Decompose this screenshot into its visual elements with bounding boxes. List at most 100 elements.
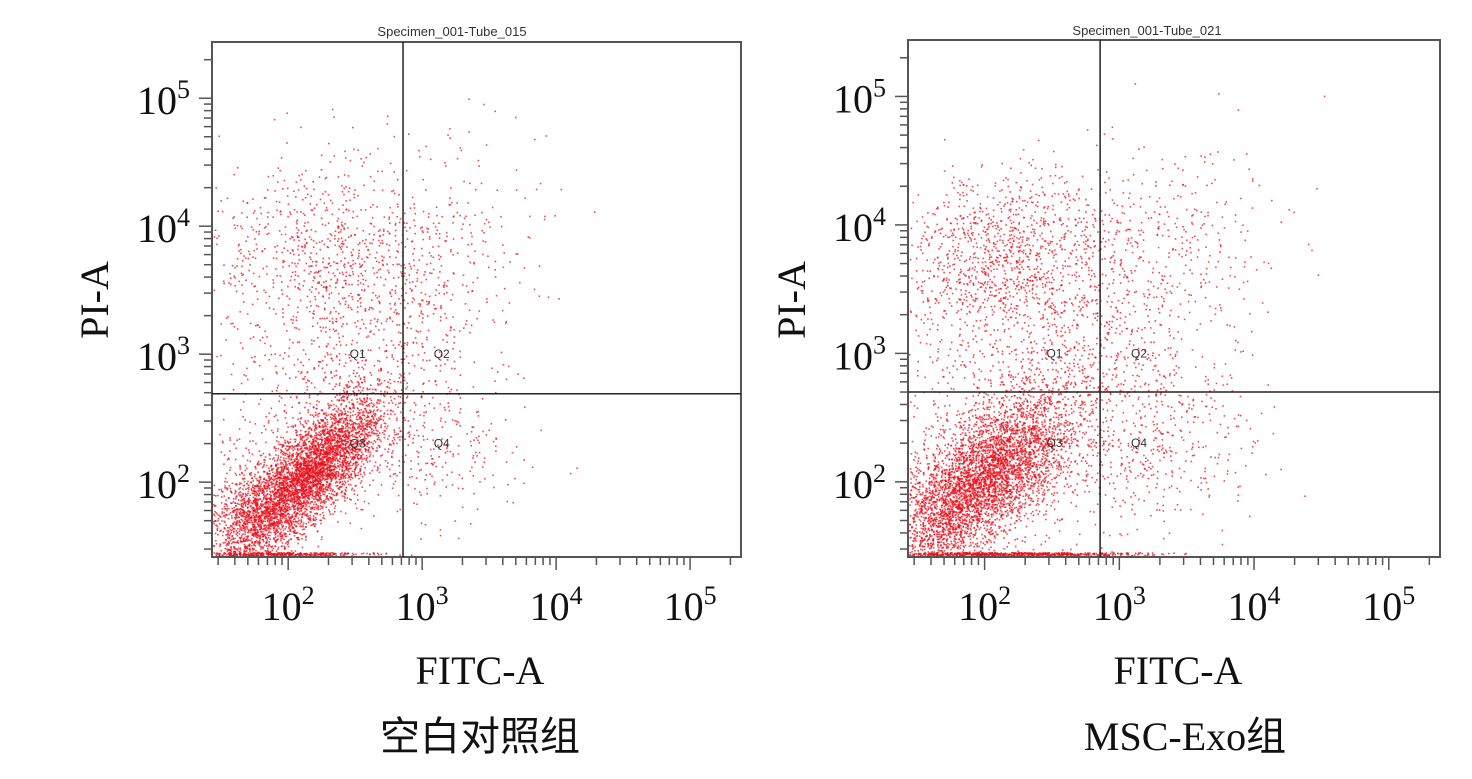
- event-point: [286, 499, 289, 502]
- event-point: [341, 455, 343, 457]
- event-point: [329, 487, 331, 489]
- event-point: [365, 409, 367, 412]
- event-point: [292, 475, 295, 478]
- event-point: [348, 445, 350, 448]
- event-point: [220, 502, 223, 504]
- event-point: [242, 504, 245, 506]
- event-point: [390, 413, 392, 415]
- event-point: [233, 224, 236, 226]
- event-point: [380, 415, 383, 417]
- event-point: [251, 506, 254, 509]
- event-point: [246, 545, 249, 548]
- event-point: [305, 454, 308, 457]
- event-point: [346, 465, 348, 467]
- event-point: [324, 423, 326, 426]
- event-point: [225, 499, 227, 501]
- event-point: [241, 515, 243, 518]
- event-point: [341, 425, 343, 427]
- event-point: [286, 463, 289, 466]
- event-point: [360, 422, 363, 424]
- event-point: [274, 524, 276, 526]
- event-point: [235, 548, 237, 550]
- event-point: [335, 405, 338, 407]
- event-point: [344, 452, 347, 455]
- event-point: [250, 472, 252, 474]
- events-layer: [213, 98, 596, 558]
- event-point: [263, 487, 266, 490]
- event-point: [254, 545, 257, 547]
- event-point: [267, 484, 270, 486]
- event-point: [435, 206, 438, 208]
- event-point: [313, 508, 315, 511]
- event-point: [264, 518, 267, 520]
- event-point: [276, 488, 278, 491]
- event-point: [334, 421, 337, 424]
- event-point: [315, 494, 317, 497]
- event-point: [342, 458, 345, 460]
- event-point: [292, 520, 295, 523]
- event-point: [251, 524, 254, 526]
- event-point: [224, 507, 227, 510]
- event-point: [277, 518, 280, 521]
- event-point: [422, 424, 424, 427]
- event-point: [260, 462, 262, 465]
- event-point: [255, 511, 257, 514]
- event-point: [347, 414, 349, 417]
- event-point: [306, 454, 309, 456]
- event-point: [226, 488, 228, 491]
- event-point: [357, 445, 359, 447]
- event-point: [285, 452, 288, 455]
- event-point: [334, 449, 337, 451]
- event-point: [326, 439, 328, 442]
- event-point: [267, 511, 269, 513]
- event-point: [311, 507, 314, 510]
- event-point: [339, 394, 341, 397]
- event-point: [349, 420, 352, 422]
- event-point: [244, 533, 246, 536]
- event-point: [309, 464, 311, 467]
- event-point: [231, 502, 233, 504]
- event-point: [290, 477, 293, 480]
- event-point: [372, 424, 375, 427]
- event-point: [244, 464, 247, 467]
- event-point: [310, 460, 312, 462]
- event-point: [287, 469, 289, 471]
- event-point: [307, 485, 309, 488]
- event-point: [274, 478, 276, 480]
- event-point: [224, 541, 226, 544]
- event-point: [249, 432, 251, 434]
- event-point: [300, 525, 303, 528]
- event-point: [246, 540, 249, 542]
- event-point: [354, 386, 357, 388]
- event-point: [236, 495, 238, 497]
- event-point: [268, 453, 270, 455]
- event-point: [260, 531, 262, 533]
- event-point: [387, 371, 389, 373]
- event-point: [361, 165, 363, 167]
- event-point: [254, 534, 257, 537]
- event-point: [316, 455, 319, 458]
- event-point: [341, 495, 344, 497]
- event-point: [374, 426, 377, 428]
- event-point: [350, 440, 352, 443]
- event-point: [333, 507, 336, 509]
- event-point: [292, 449, 294, 451]
- event-point: [329, 443, 332, 446]
- event-point: [235, 541, 238, 544]
- event-point: [289, 530, 292, 532]
- event-point: [306, 462, 308, 464]
- event-point: [349, 419, 351, 422]
- event-point: [213, 503, 215, 506]
- event-point: [338, 414, 340, 417]
- event-point: [298, 471, 301, 474]
- event-point: [331, 421, 334, 424]
- event-point: [315, 496, 317, 498]
- event-point: [257, 534, 260, 536]
- event-point: [340, 455, 342, 458]
- event-point: [294, 486, 296, 489]
- event-point: [322, 431, 325, 433]
- event-point: [264, 520, 267, 523]
- event-point: [263, 506, 266, 508]
- event-point: [225, 487, 228, 489]
- event-point: [322, 460, 324, 462]
